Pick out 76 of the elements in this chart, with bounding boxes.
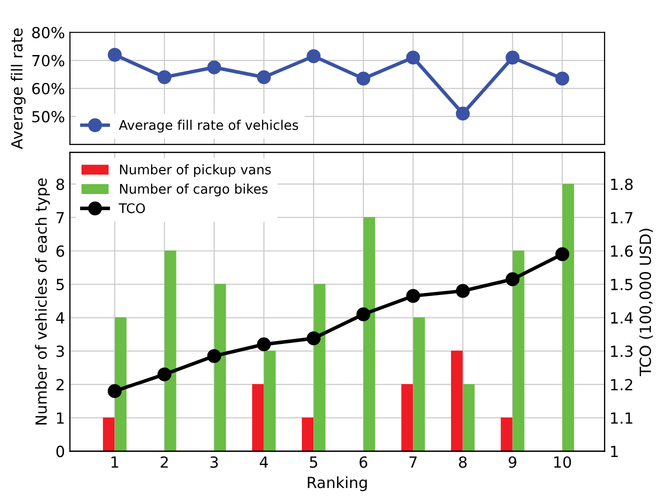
legend-label: Average fill rate of vehicles <box>118 120 298 133</box>
bar <box>214 284 226 452</box>
bar <box>114 317 127 452</box>
y-tick-label: 80% <box>32 26 64 38</box>
bar <box>252 384 264 452</box>
y-tick-label: 0 <box>56 446 64 458</box>
point <box>456 284 470 298</box>
y-tick-label: 50% <box>32 110 64 122</box>
bar <box>512 250 524 452</box>
y2-tick-label: 1 <box>611 446 618 457</box>
point <box>108 48 122 62</box>
legend-label: TCO <box>118 203 145 214</box>
y-tick-label: 7 <box>56 212 64 224</box>
y2-tick-label: 1.1 <box>611 412 632 424</box>
y-tick-label: 70% <box>32 54 64 66</box>
legend-label: Number of cargo bikes <box>120 184 268 196</box>
point <box>506 272 520 286</box>
x-axis-title: Ranking <box>308 476 367 492</box>
legend-label: Number of pickup vans <box>120 164 271 178</box>
y2-tick-label: 1.3 <box>611 345 632 358</box>
point <box>306 331 321 346</box>
point <box>555 72 570 86</box>
point <box>256 70 271 84</box>
bar <box>302 417 314 452</box>
y-tick-label: 8 <box>56 178 64 190</box>
x-tick-label: 10 <box>554 456 571 468</box>
y-axis-title: Number of vehicles of each type <box>35 178 50 425</box>
point <box>356 72 370 86</box>
point <box>158 70 172 84</box>
y2-tick-label: 1.2 <box>611 378 632 390</box>
point <box>158 367 172 382</box>
y2-axis-title: TCO (100,000 USD) <box>639 228 653 376</box>
y2-tick-label: 1.6 <box>611 245 633 257</box>
point <box>456 106 470 121</box>
x-tick-label: 4 <box>260 456 268 468</box>
point <box>108 384 122 398</box>
x-tick-label: 5 <box>310 456 318 468</box>
y2-tick-label: 1.5 <box>611 278 632 290</box>
x-tick-label: 9 <box>508 456 516 468</box>
bar <box>164 250 176 452</box>
x-tick-label: 1 <box>112 456 118 468</box>
x-tick-label: 2 <box>160 456 168 468</box>
bar <box>451 350 463 452</box>
bar <box>364 217 376 452</box>
point <box>506 50 520 65</box>
bar <box>562 184 574 452</box>
point <box>406 50 420 65</box>
point <box>306 49 321 64</box>
y-tick-label: 4 <box>56 312 64 324</box>
y2-tick-label: 1.4 <box>611 312 633 324</box>
y-tick-label: 3 <box>56 345 64 358</box>
bar <box>401 384 413 452</box>
y-tick-label: 6 <box>56 245 64 257</box>
point <box>207 349 222 363</box>
bar <box>314 284 326 452</box>
y2-tick-label: 1.8 <box>611 178 633 190</box>
point <box>207 60 222 74</box>
y-tick-label: 60% <box>32 82 64 94</box>
y-tick-label: 5 <box>56 278 64 290</box>
bar <box>413 317 425 452</box>
x-tick-label: 7 <box>409 456 417 468</box>
y2-tick-label: 1.7 <box>611 212 632 224</box>
bar <box>462 384 475 452</box>
x-tick-label: 3 <box>210 456 218 468</box>
y-axis-title: Average fill rate <box>10 28 26 150</box>
bar <box>264 350 276 452</box>
point <box>356 307 370 322</box>
point <box>406 289 420 303</box>
bar <box>500 417 512 452</box>
y-tick-label: 2 <box>56 378 64 390</box>
x-tick-label: 6 <box>360 456 368 468</box>
point <box>555 247 570 262</box>
y-tick-label: 1 <box>57 412 64 424</box>
x-tick-label: 8 <box>459 456 467 468</box>
bar <box>102 417 115 452</box>
point <box>256 337 271 352</box>
